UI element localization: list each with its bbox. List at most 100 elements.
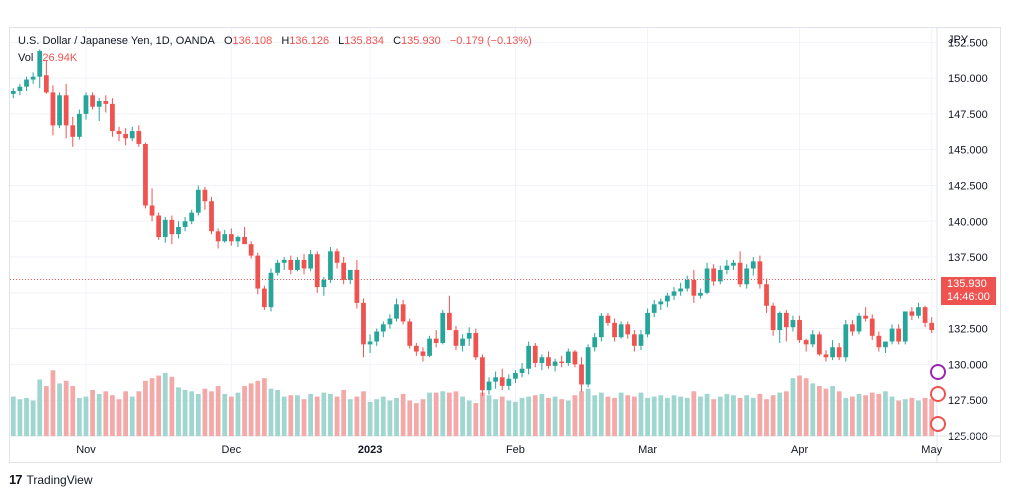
candle-body [883, 341, 888, 348]
volume-bar [400, 393, 406, 436]
volume-bar [301, 399, 307, 436]
candle-body [863, 315, 869, 319]
volume-bar [790, 378, 796, 436]
currency-label[interactable]: JPY [948, 34, 969, 46]
candle-body [70, 125, 76, 137]
volume-bar [453, 391, 459, 436]
indicator-2-icon[interactable] [930, 364, 946, 380]
candle-body [182, 221, 188, 227]
volume-bar [598, 392, 604, 436]
candle-body [869, 318, 875, 336]
volume-bar [757, 393, 763, 436]
volume-label[interactable]: Vol [18, 52, 34, 64]
candle-body [519, 368, 525, 374]
candle-body [222, 234, 228, 242]
x-tick-label: 2023 [358, 444, 382, 456]
volume-bar [612, 397, 617, 436]
high-label: H [281, 35, 290, 47]
volume-bar [572, 395, 578, 436]
volume-bar [281, 396, 287, 436]
candle-body [750, 261, 756, 269]
volume-bar [361, 391, 366, 436]
candle-body [400, 304, 406, 322]
volume-bar [585, 388, 591, 436]
volume-bar [341, 390, 347, 436]
volume-bar [922, 397, 928, 436]
candle-body [565, 351, 571, 363]
candle-body [631, 334, 637, 346]
candle-body [321, 279, 327, 288]
candle-body [493, 377, 499, 382]
candle-body [162, 219, 168, 238]
candle-body [334, 251, 340, 263]
candle-body [737, 262, 743, 285]
candle-body [480, 357, 485, 391]
volume-bar [407, 400, 413, 436]
candle-body [136, 131, 142, 144]
volume-bar [731, 395, 736, 436]
candle-body [255, 255, 261, 289]
volume-value: 26.94K [42, 52, 78, 64]
candle-body [816, 334, 822, 355]
candle-body [341, 262, 347, 280]
volume-bar [314, 396, 320, 436]
volume-bar [63, 380, 69, 436]
volume-bar [268, 388, 274, 436]
candle-body [367, 341, 373, 345]
candle-body [354, 269, 360, 303]
volume-bar [896, 400, 902, 436]
volume-bar [433, 392, 439, 436]
candle-body [671, 291, 677, 296]
candle-body [189, 212, 195, 222]
open-value: 136.108 [232, 35, 273, 47]
candle-body [783, 312, 789, 328]
volume-bar [24, 397, 29, 436]
candle-body [757, 261, 763, 285]
chart-frame [9, 27, 1001, 463]
y-tick-label: 127.500 [948, 395, 988, 407]
candle-body [103, 101, 109, 104]
volume-bar [235, 392, 241, 436]
candle-body [30, 76, 36, 80]
y-tick-label: 142.500 [948, 180, 988, 192]
volume-bar [43, 386, 49, 436]
candle-body [546, 357, 551, 366]
volume-bar [215, 386, 221, 436]
earnings-event-icon[interactable] [930, 416, 946, 432]
volume-bar [493, 399, 499, 436]
y-tick-label: 150.000 [948, 73, 988, 85]
last-price-value: 135.930 [947, 278, 987, 290]
candle-body [466, 332, 472, 339]
candle-body [764, 284, 769, 306]
volume-bar [876, 393, 882, 436]
candle-body [704, 268, 710, 293]
volume-bar [783, 391, 789, 436]
candle-body [129, 131, 135, 139]
candle-body [242, 237, 247, 245]
candle-body [651, 304, 657, 313]
volume-bar [916, 400, 921, 436]
tradingview-footer[interactable]: 17 TradingView [9, 472, 93, 487]
volume-bar [546, 397, 551, 436]
x-tick-label: Mar [638, 444, 657, 456]
volume-bar [96, 393, 102, 436]
open-label: O [223, 35, 233, 47]
volume-bar [347, 399, 353, 436]
candle-body [698, 292, 703, 296]
flag-event-icon[interactable] [930, 386, 946, 402]
symbol-title[interactable]: U.S. Dollar / Japanese Yen, 1D, OANDA [18, 35, 215, 47]
y-tick-label: 132.500 [948, 324, 988, 336]
candle-body [665, 295, 670, 302]
candle-body [592, 337, 598, 348]
volume-bar [367, 401, 373, 436]
candle-body [43, 75, 49, 93]
y-tick-label: 140.000 [948, 216, 988, 228]
volume-legend: Vol 26.94K [18, 52, 77, 64]
candle-body [460, 338, 465, 346]
candle-body [57, 95, 62, 126]
y-tick-label: 147.500 [948, 109, 988, 121]
candle-body [790, 320, 796, 328]
candle-body [929, 322, 935, 331]
volume-bar [334, 396, 340, 436]
